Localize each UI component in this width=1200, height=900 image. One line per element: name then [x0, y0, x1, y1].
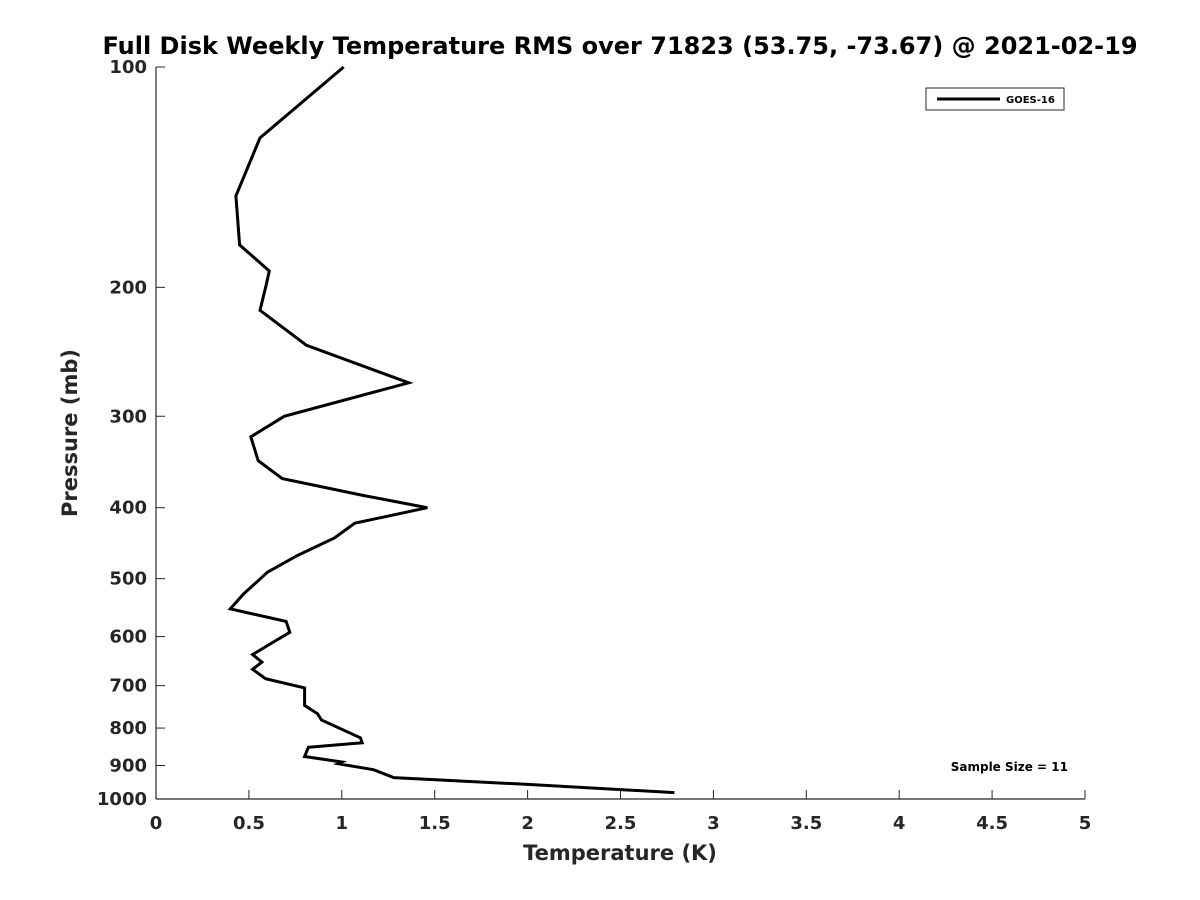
series-group — [227, 65, 675, 795]
legend-label-goes-16: GOES-16 — [1006, 95, 1055, 106]
x-tick-label: 2 — [521, 813, 534, 834]
y-tick-label: 1000 — [97, 789, 147, 810]
y-tick-label: 900 — [109, 756, 147, 777]
sample-size-annotation: Sample Size = 11 — [951, 760, 1068, 774]
y-tick-label: 400 — [109, 498, 147, 519]
x-tick-label: 3 — [707, 813, 720, 834]
y-tick-label: 700 — [109, 676, 147, 697]
y-tick-label: 500 — [109, 569, 147, 590]
plot-axes — [155, 67, 1085, 800]
x-tick-label: 3.5 — [790, 813, 822, 834]
y-tick-label: 600 — [109, 627, 147, 648]
y-tick-label: 100 — [109, 57, 147, 78]
x-tick-label: 5 — [1079, 813, 1092, 834]
series-line-goes-16 — [227, 65, 675, 795]
x-tick-label: 4 — [893, 813, 906, 834]
y-axis-ticks: 100 200 300 400 500 600 700 800 900 1000 — [97, 57, 165, 810]
x-axis-ticks: 0 0.5 1 1.5 2 2.5 3 3.5 4 4.5 5 — [150, 790, 1092, 834]
x-tick-label: 0.5 — [233, 813, 265, 834]
x-axis-label: Temperature (K) — [523, 841, 717, 865]
y-tick-label: 300 — [109, 406, 147, 427]
x-tick-label: 1 — [336, 813, 349, 834]
chart-title: Full Disk Weekly Temperature RMS over 71… — [102, 32, 1137, 60]
y-tick-label: 800 — [109, 718, 147, 739]
legend: GOES-16 — [925, 87, 1065, 111]
y-tick-label: 200 — [109, 277, 147, 298]
x-tick-label: 4.5 — [976, 813, 1008, 834]
x-tick-label: 0 — [150, 813, 163, 834]
y-axis-label: Pressure (mb) — [58, 349, 82, 517]
x-tick-label: 2.5 — [605, 813, 637, 834]
x-tick-label: 1.5 — [419, 813, 451, 834]
